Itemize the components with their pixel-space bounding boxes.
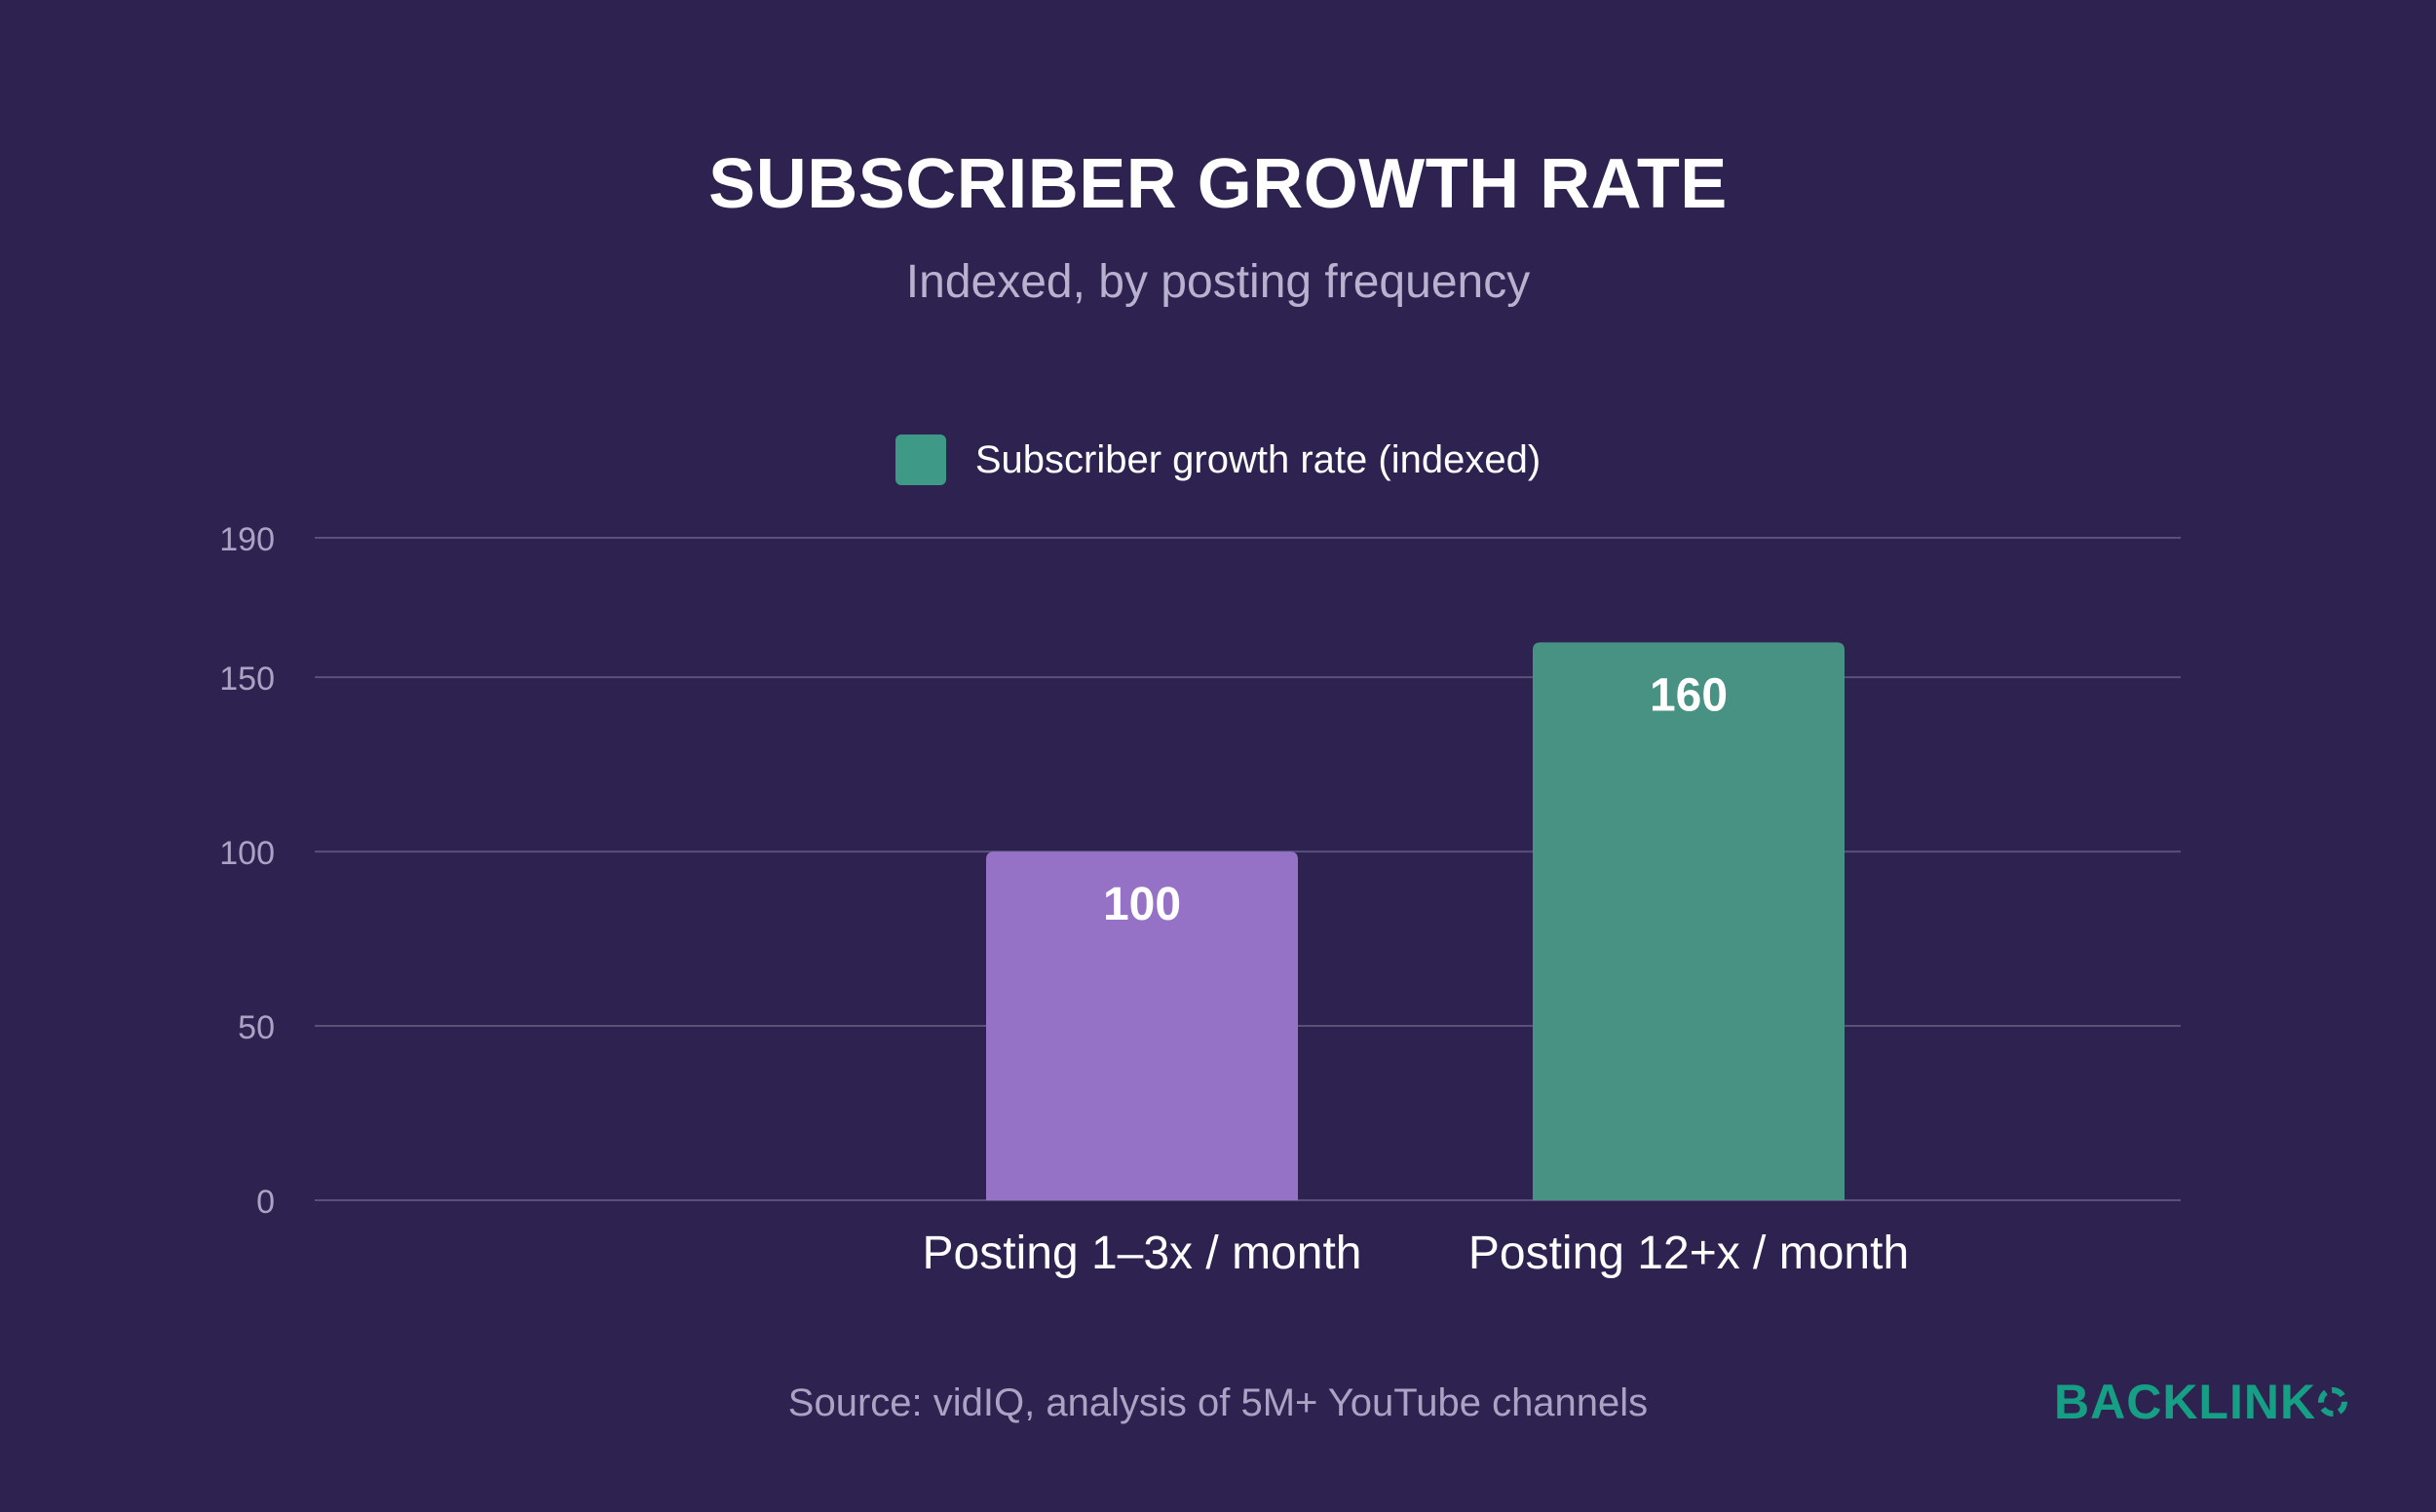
y-tick-label: 150 xyxy=(219,661,275,698)
data-label: 160 xyxy=(1650,669,1728,721)
y-tick-label: 50 xyxy=(238,1009,275,1046)
legend-label: Subscriber growth rate (indexed) xyxy=(974,437,1542,481)
data-label: 100 xyxy=(1103,879,1181,930)
chart-subtitle: Indexed, by posting frequency xyxy=(905,256,1531,308)
y-tick-label: 100 xyxy=(219,835,275,872)
source-note: Source: vidIQ, analysis of 5M+ YouTube c… xyxy=(787,1381,1649,1424)
bar xyxy=(986,851,1298,1200)
brand-logo: BACKLINK xyxy=(2054,1374,2348,1430)
x-tick-label: Posting 12+x / month xyxy=(1468,1228,1909,1279)
legend: Subscriber growth rate (indexed) xyxy=(0,435,2436,485)
bar xyxy=(1533,642,1845,1200)
chart-title: SUBSCRIBER GROWTH RATE xyxy=(708,145,1728,223)
y-tick-label: 190 xyxy=(219,521,275,558)
x-tick-label: Posting 1–3x / month xyxy=(923,1228,1362,1279)
legend-swatch xyxy=(894,435,946,485)
logo-text: BACKLINK xyxy=(2054,1375,2317,1429)
y-tick-label: 0 xyxy=(256,1184,275,1221)
logo-ring-icon xyxy=(2318,1387,2348,1417)
